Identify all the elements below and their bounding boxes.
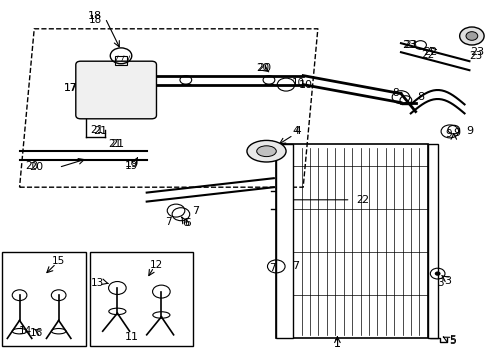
- Text: 10: 10: [298, 80, 312, 90]
- Text: 23: 23: [469, 47, 483, 57]
- Text: 1: 1: [333, 339, 340, 349]
- Text: 8: 8: [416, 92, 423, 102]
- Text: 4: 4: [292, 126, 299, 136]
- Ellipse shape: [246, 140, 285, 162]
- Text: 2: 2: [360, 195, 367, 205]
- Text: 14: 14: [19, 326, 32, 336]
- Text: 10: 10: [291, 78, 304, 88]
- Text: 19: 19: [124, 161, 138, 171]
- Text: 20: 20: [256, 63, 269, 73]
- Text: 16: 16: [30, 328, 43, 338]
- Text: 2: 2: [355, 195, 362, 205]
- Text: 21: 21: [108, 139, 122, 149]
- Text: 22: 22: [421, 50, 434, 60]
- Bar: [90, 252, 193, 346]
- Text: 23: 23: [468, 51, 482, 61]
- Text: 11: 11: [125, 332, 139, 342]
- Bar: [115, 56, 127, 65]
- Bar: [276, 144, 427, 338]
- Text: 17: 17: [64, 83, 78, 93]
- Text: 22: 22: [422, 47, 437, 57]
- Text: 20: 20: [25, 161, 38, 171]
- Text: 3: 3: [443, 276, 450, 286]
- Ellipse shape: [256, 146, 276, 157]
- Circle shape: [465, 32, 477, 40]
- Bar: [427, 144, 437, 338]
- Bar: [276, 144, 293, 338]
- Text: 17: 17: [64, 83, 78, 93]
- Circle shape: [459, 27, 483, 45]
- FancyBboxPatch shape: [76, 61, 156, 119]
- Text: 15: 15: [52, 256, 65, 266]
- Text: 23: 23: [403, 40, 417, 50]
- Text: 5: 5: [448, 335, 455, 345]
- Text: 9: 9: [445, 129, 451, 139]
- Text: 12: 12: [149, 260, 163, 270]
- Circle shape: [434, 271, 440, 276]
- Text: 18: 18: [88, 15, 102, 25]
- Text: 20: 20: [30, 162, 43, 172]
- Text: 21: 21: [93, 126, 107, 136]
- Text: 21: 21: [90, 125, 103, 135]
- Text: 23: 23: [401, 40, 415, 50]
- Text: 9: 9: [453, 128, 460, 138]
- Text: 4: 4: [293, 126, 300, 136]
- Text: 1: 1: [333, 339, 340, 349]
- Text: 13: 13: [91, 278, 104, 288]
- Text: 19: 19: [125, 159, 139, 169]
- Bar: [2, 252, 85, 346]
- Text: 18: 18: [88, 11, 102, 21]
- Text: 7: 7: [269, 263, 276, 273]
- Text: 5: 5: [448, 336, 455, 346]
- Text: 8: 8: [391, 88, 398, 98]
- Text: 9: 9: [465, 126, 472, 136]
- Text: 6: 6: [183, 218, 190, 228]
- Text: 7: 7: [192, 206, 199, 216]
- Text: 6: 6: [182, 218, 189, 228]
- Text: 3: 3: [436, 278, 443, 288]
- Text: 7: 7: [292, 261, 299, 271]
- Text: 7: 7: [165, 217, 172, 228]
- Text: 20: 20: [257, 63, 270, 73]
- Text: 21: 21: [110, 139, 124, 149]
